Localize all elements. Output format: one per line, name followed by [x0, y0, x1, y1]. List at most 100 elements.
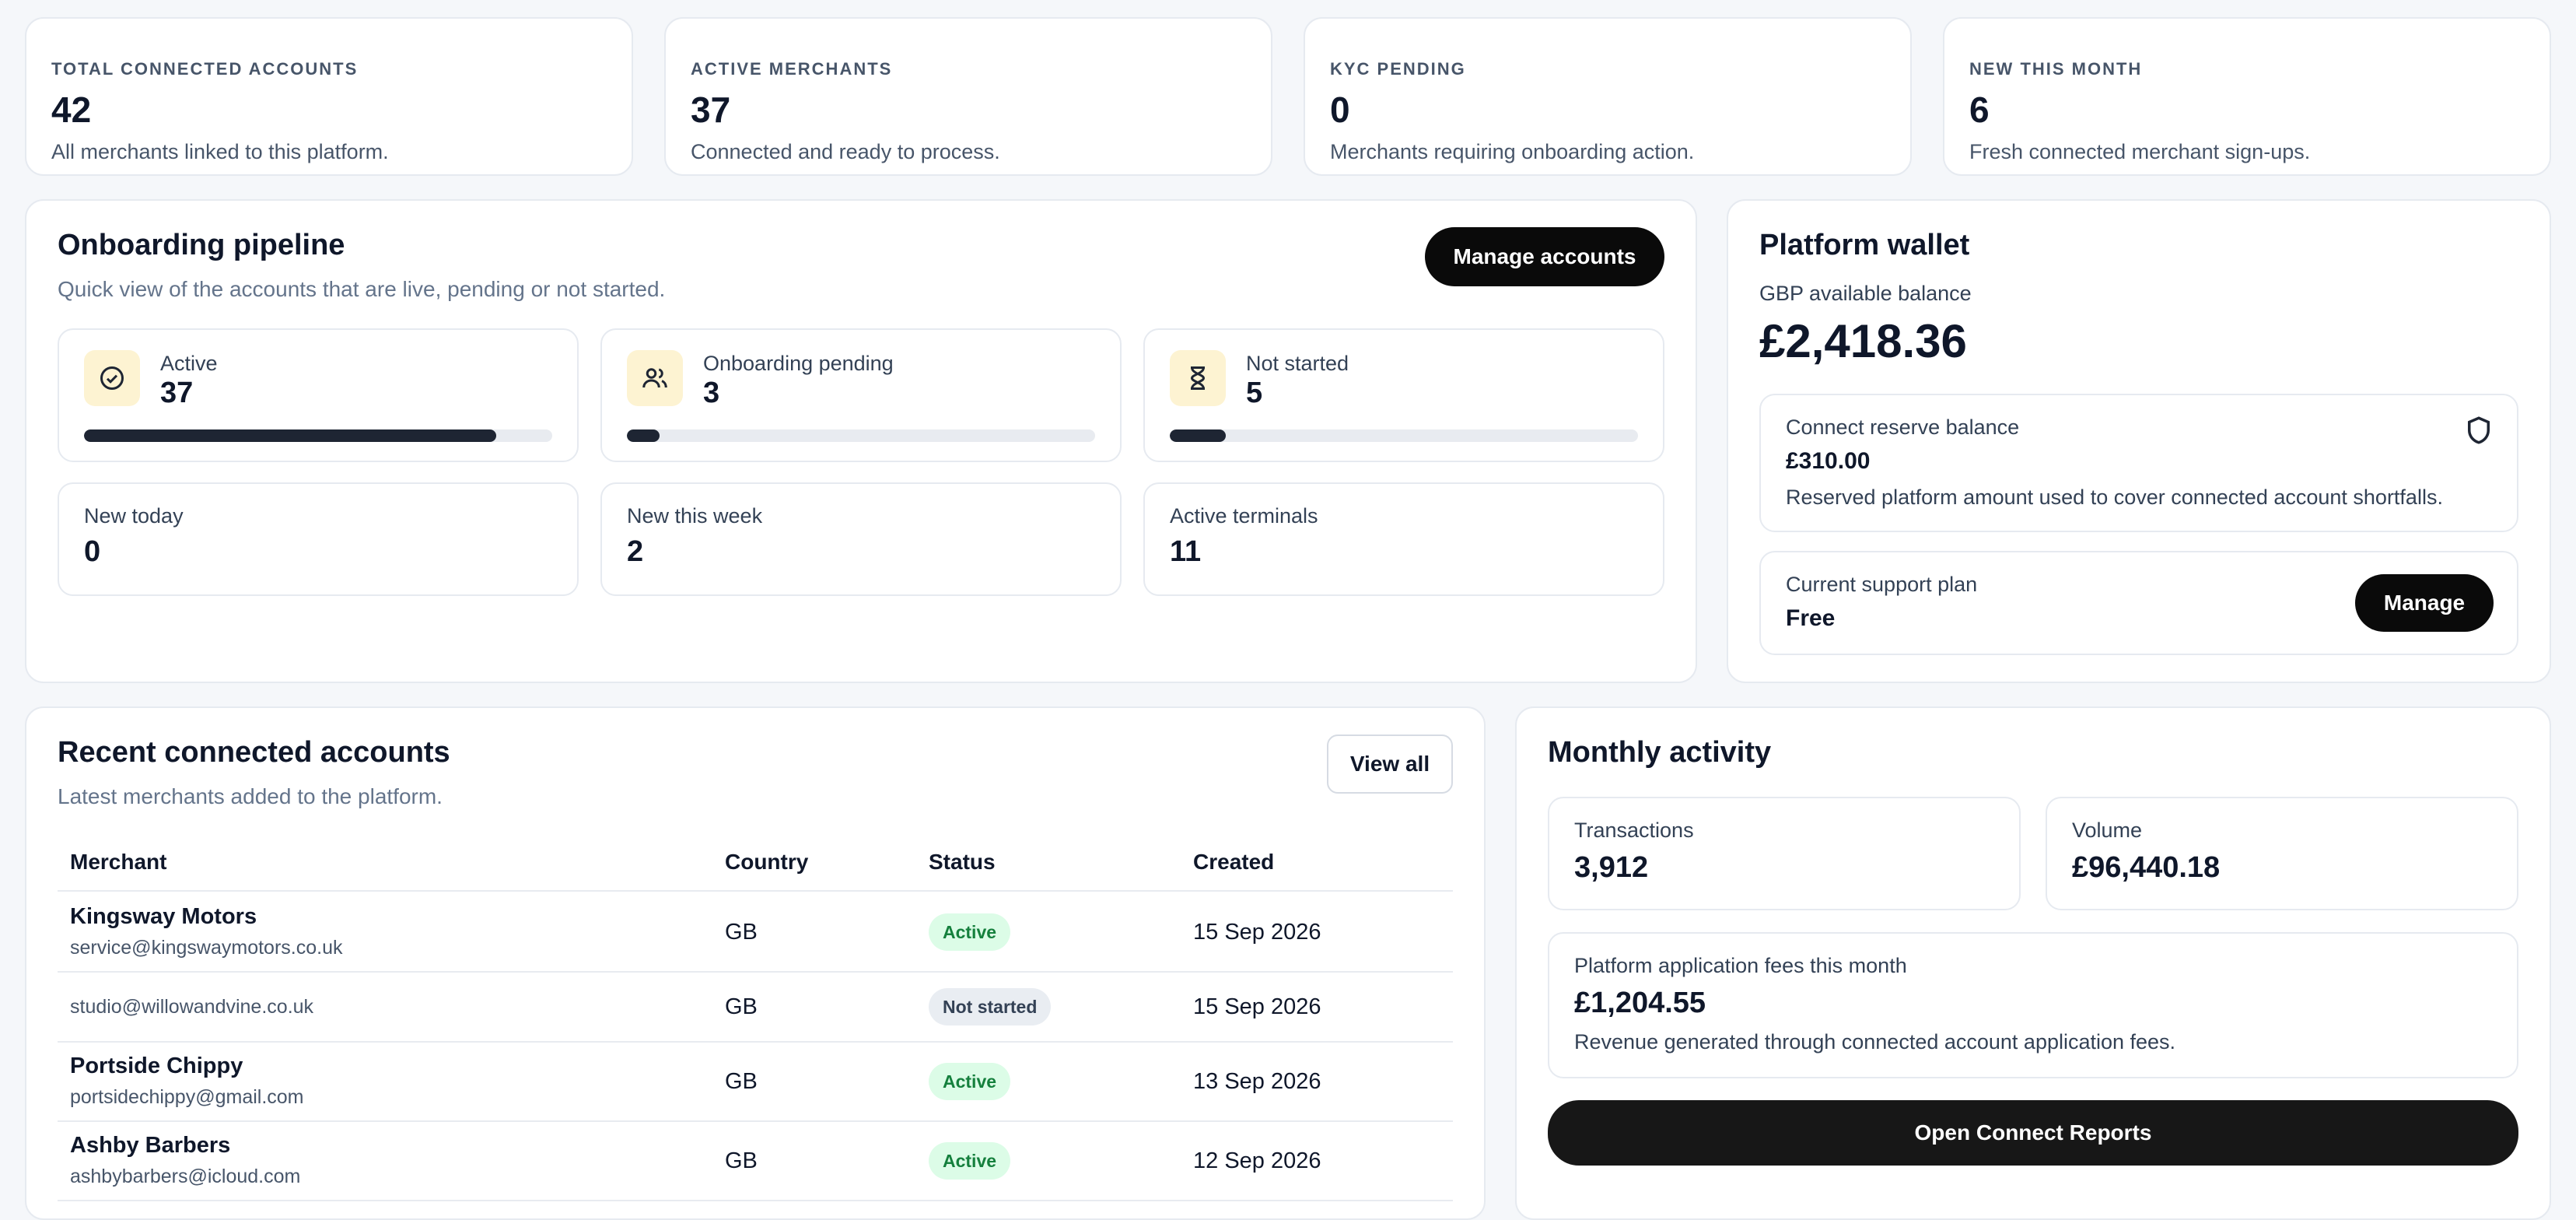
- merchant-email: ashbybarbers@icloud.com: [70, 1166, 301, 1187]
- reserve-value: £310.00: [1786, 448, 1871, 474]
- stat-value: 6: [1969, 89, 1990, 130]
- merchant-email: studio@willowandvine.co.uk: [70, 996, 314, 1018]
- fees-label: Platform application fees this month: [1574, 954, 1907, 977]
- stat-card-total-accounts: TOTAL CONNECTED ACCOUNTS 42 All merchant…: [25, 17, 633, 176]
- pipeline-stage-onboarding-pending: Onboarding pending 3: [600, 328, 1122, 462]
- stat-label: KYC PENDING: [1330, 59, 1466, 79]
- stat-card-active-merchants: ACTIVE MERCHANTS 37 Connected and ready …: [664, 17, 1272, 176]
- stat-value: 42: [51, 89, 92, 130]
- fees-value: £1,204.55: [1574, 987, 1706, 1019]
- created-date: 13 Sep 2026: [1193, 1069, 1321, 1094]
- table-row-divider: [58, 1200, 1453, 1201]
- metric-new-today: New today 0: [58, 482, 579, 596]
- transactions-value: 3,912: [1574, 851, 1649, 884]
- view-all-button[interactable]: View all: [1327, 734, 1453, 794]
- reserve-label: Connect reserve balance: [1786, 415, 2020, 439]
- reserve-balance-box: Connect reserve balance £310.00 Reserved…: [1759, 394, 2518, 532]
- recent-accounts-title: Recent connected accounts: [58, 736, 450, 769]
- metric-value: 11: [1170, 535, 1202, 568]
- stage-label: Not started: [1246, 352, 1349, 375]
- stat-label: NEW THIS MONTH: [1969, 59, 2143, 79]
- merchant-name: Kingsway Motors: [70, 904, 257, 929]
- wallet-balance-value: £2,418.36: [1759, 315, 1967, 367]
- table-row[interactable]: Ashby Barbers ashbybarbers@icloud.com GB…: [58, 1120, 1453, 1201]
- stat-value: 37: [691, 89, 731, 130]
- application-fees-box: Platform application fees this month £1,…: [1548, 932, 2518, 1078]
- stage-progress-bar: [627, 429, 1095, 442]
- users-icon: [627, 350, 683, 406]
- metric-active-terminals: Active terminals 11: [1143, 482, 1664, 596]
- manage-accounts-button[interactable]: Manage accounts: [1425, 227, 1664, 286]
- pipeline-subtitle: Quick view of the accounts that are live…: [58, 277, 666, 301]
- stage-progress-bar: [84, 429, 552, 442]
- reserve-description: Reserved platform amount used to cover c…: [1786, 486, 2443, 509]
- hourglass-icon: [1170, 350, 1226, 406]
- stage-progress-fill: [1170, 429, 1227, 442]
- metric-value: 0: [84, 535, 101, 568]
- stage-label: Active: [160, 352, 218, 375]
- created-date: 12 Sep 2026: [1193, 1148, 1321, 1173]
- stage-value: 37: [160, 377, 194, 409]
- wallet-title: Platform wallet: [1759, 229, 1970, 261]
- merchant-email: service@kingswaymotors.co.uk: [70, 937, 343, 959]
- monthly-activity-title: Monthly activity: [1548, 736, 1772, 769]
- stat-card-kyc-pending: KYC PENDING 0 Merchants requiring onboar…: [1304, 17, 1912, 176]
- manage-plan-button[interactable]: Manage: [2355, 574, 2494, 632]
- stage-label: Onboarding pending: [703, 352, 894, 375]
- volume-box: Volume £96,440.18: [2046, 797, 2518, 910]
- table-row[interactable]: Portside Chippy portsidechippy@gmail.com…: [58, 1041, 1453, 1120]
- pipeline-title: Onboarding pipeline: [58, 229, 345, 261]
- stat-value: 0: [1330, 89, 1350, 130]
- metric-label: New this week: [627, 504, 763, 528]
- stat-label: TOTAL CONNECTED ACCOUNTS: [51, 59, 359, 79]
- stage-value: 3: [703, 377, 720, 409]
- stage-progress-fill: [84, 429, 496, 442]
- metric-label: Active terminals: [1170, 504, 1318, 528]
- recent-accounts-subtitle: Latest merchants added to the platform.: [58, 784, 443, 808]
- metric-new-this-week: New this week 2: [600, 482, 1122, 596]
- transactions-label: Transactions: [1574, 819, 1694, 842]
- column-header-merchant[interactable]: Merchant: [70, 850, 167, 874]
- merchant-country: GB: [725, 994, 758, 1019]
- stat-description: Merchants requiring onboarding action.: [1330, 140, 1695, 163]
- pipeline-stage-not-started: Not started 5: [1143, 328, 1664, 462]
- stage-value: 5: [1246, 377, 1263, 409]
- merchant-name: Ashby Barbers: [70, 1133, 231, 1158]
- plan-label: Current support plan: [1786, 573, 1978, 596]
- plan-value: Free: [1786, 605, 1836, 631]
- stage-progress-bar: [1170, 429, 1638, 442]
- transactions-box: Transactions 3,912: [1548, 797, 2021, 910]
- metric-label: New today: [84, 504, 184, 528]
- stat-label: ACTIVE MERCHANTS: [691, 59, 893, 79]
- stat-description: Connected and ready to process.: [691, 140, 1000, 163]
- column-header-country[interactable]: Country: [725, 850, 809, 874]
- created-date: 15 Sep 2026: [1193, 920, 1321, 945]
- open-connect-reports-button[interactable]: Open Connect Reports: [1548, 1100, 2518, 1166]
- shield-icon: [2462, 414, 2495, 450]
- volume-label: Volume: [2072, 819, 2143, 842]
- fees-description: Revenue generated through connected acco…: [1574, 1030, 2176, 1053]
- merchant-country: GB: [725, 920, 758, 945]
- status-badge: Active: [929, 1142, 1011, 1180]
- table-row[interactable]: studio@willowandvine.co.uk GB Not starte…: [58, 971, 1453, 1041]
- stat-card-new-this-month: NEW THIS MONTH 6 Fresh connected merchan…: [1943, 17, 2551, 176]
- stage-progress-fill: [627, 429, 660, 442]
- created-date: 15 Sep 2026: [1193, 994, 1321, 1019]
- merchant-country: GB: [725, 1148, 758, 1173]
- metric-value: 2: [627, 535, 644, 568]
- table-row[interactable]: Kingsway Motors service@kingswaymotors.c…: [58, 890, 1453, 971]
- status-badge: Not started: [929, 988, 1052, 1025]
- merchant-name: Portside Chippy: [70, 1053, 243, 1078]
- status-badge: Active: [929, 1063, 1011, 1100]
- wallet-balance-label: GBP available balance: [1759, 282, 1972, 305]
- column-header-status[interactable]: Status: [929, 850, 996, 874]
- volume-value: £96,440.18: [2072, 851, 2221, 884]
- merchant-country: GB: [725, 1069, 758, 1094]
- pipeline-stage-active: Active 37: [58, 328, 579, 462]
- status-badge: Active: [929, 913, 1011, 951]
- column-header-created[interactable]: Created: [1193, 850, 1275, 874]
- stat-description: All merchants linked to this platform.: [51, 140, 389, 163]
- support-plan-box: Current support plan Free Manage: [1759, 551, 2518, 655]
- check-circle-icon: [84, 350, 140, 406]
- merchant-email: portsidechippy@gmail.com: [70, 1086, 304, 1108]
